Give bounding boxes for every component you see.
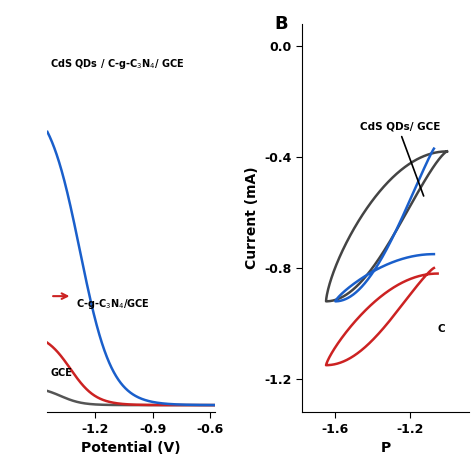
Text: B: B: [274, 15, 288, 33]
Text: C: C: [438, 324, 445, 334]
X-axis label: Potential (V): Potential (V): [81, 441, 181, 456]
Y-axis label: Current (mA): Current (mA): [245, 167, 258, 269]
X-axis label: P: P: [381, 441, 391, 456]
Text: CdS QDs/ GCE: CdS QDs/ GCE: [359, 121, 440, 196]
Text: CdS QDs / C-g-C$_3$N$_4$/ GCE: CdS QDs / C-g-C$_3$N$_4$/ GCE: [50, 57, 184, 71]
Text: GCE: GCE: [50, 368, 72, 378]
Text: C-g-C$_3$N$_4$/GCE: C-g-C$_3$N$_4$/GCE: [76, 297, 150, 311]
